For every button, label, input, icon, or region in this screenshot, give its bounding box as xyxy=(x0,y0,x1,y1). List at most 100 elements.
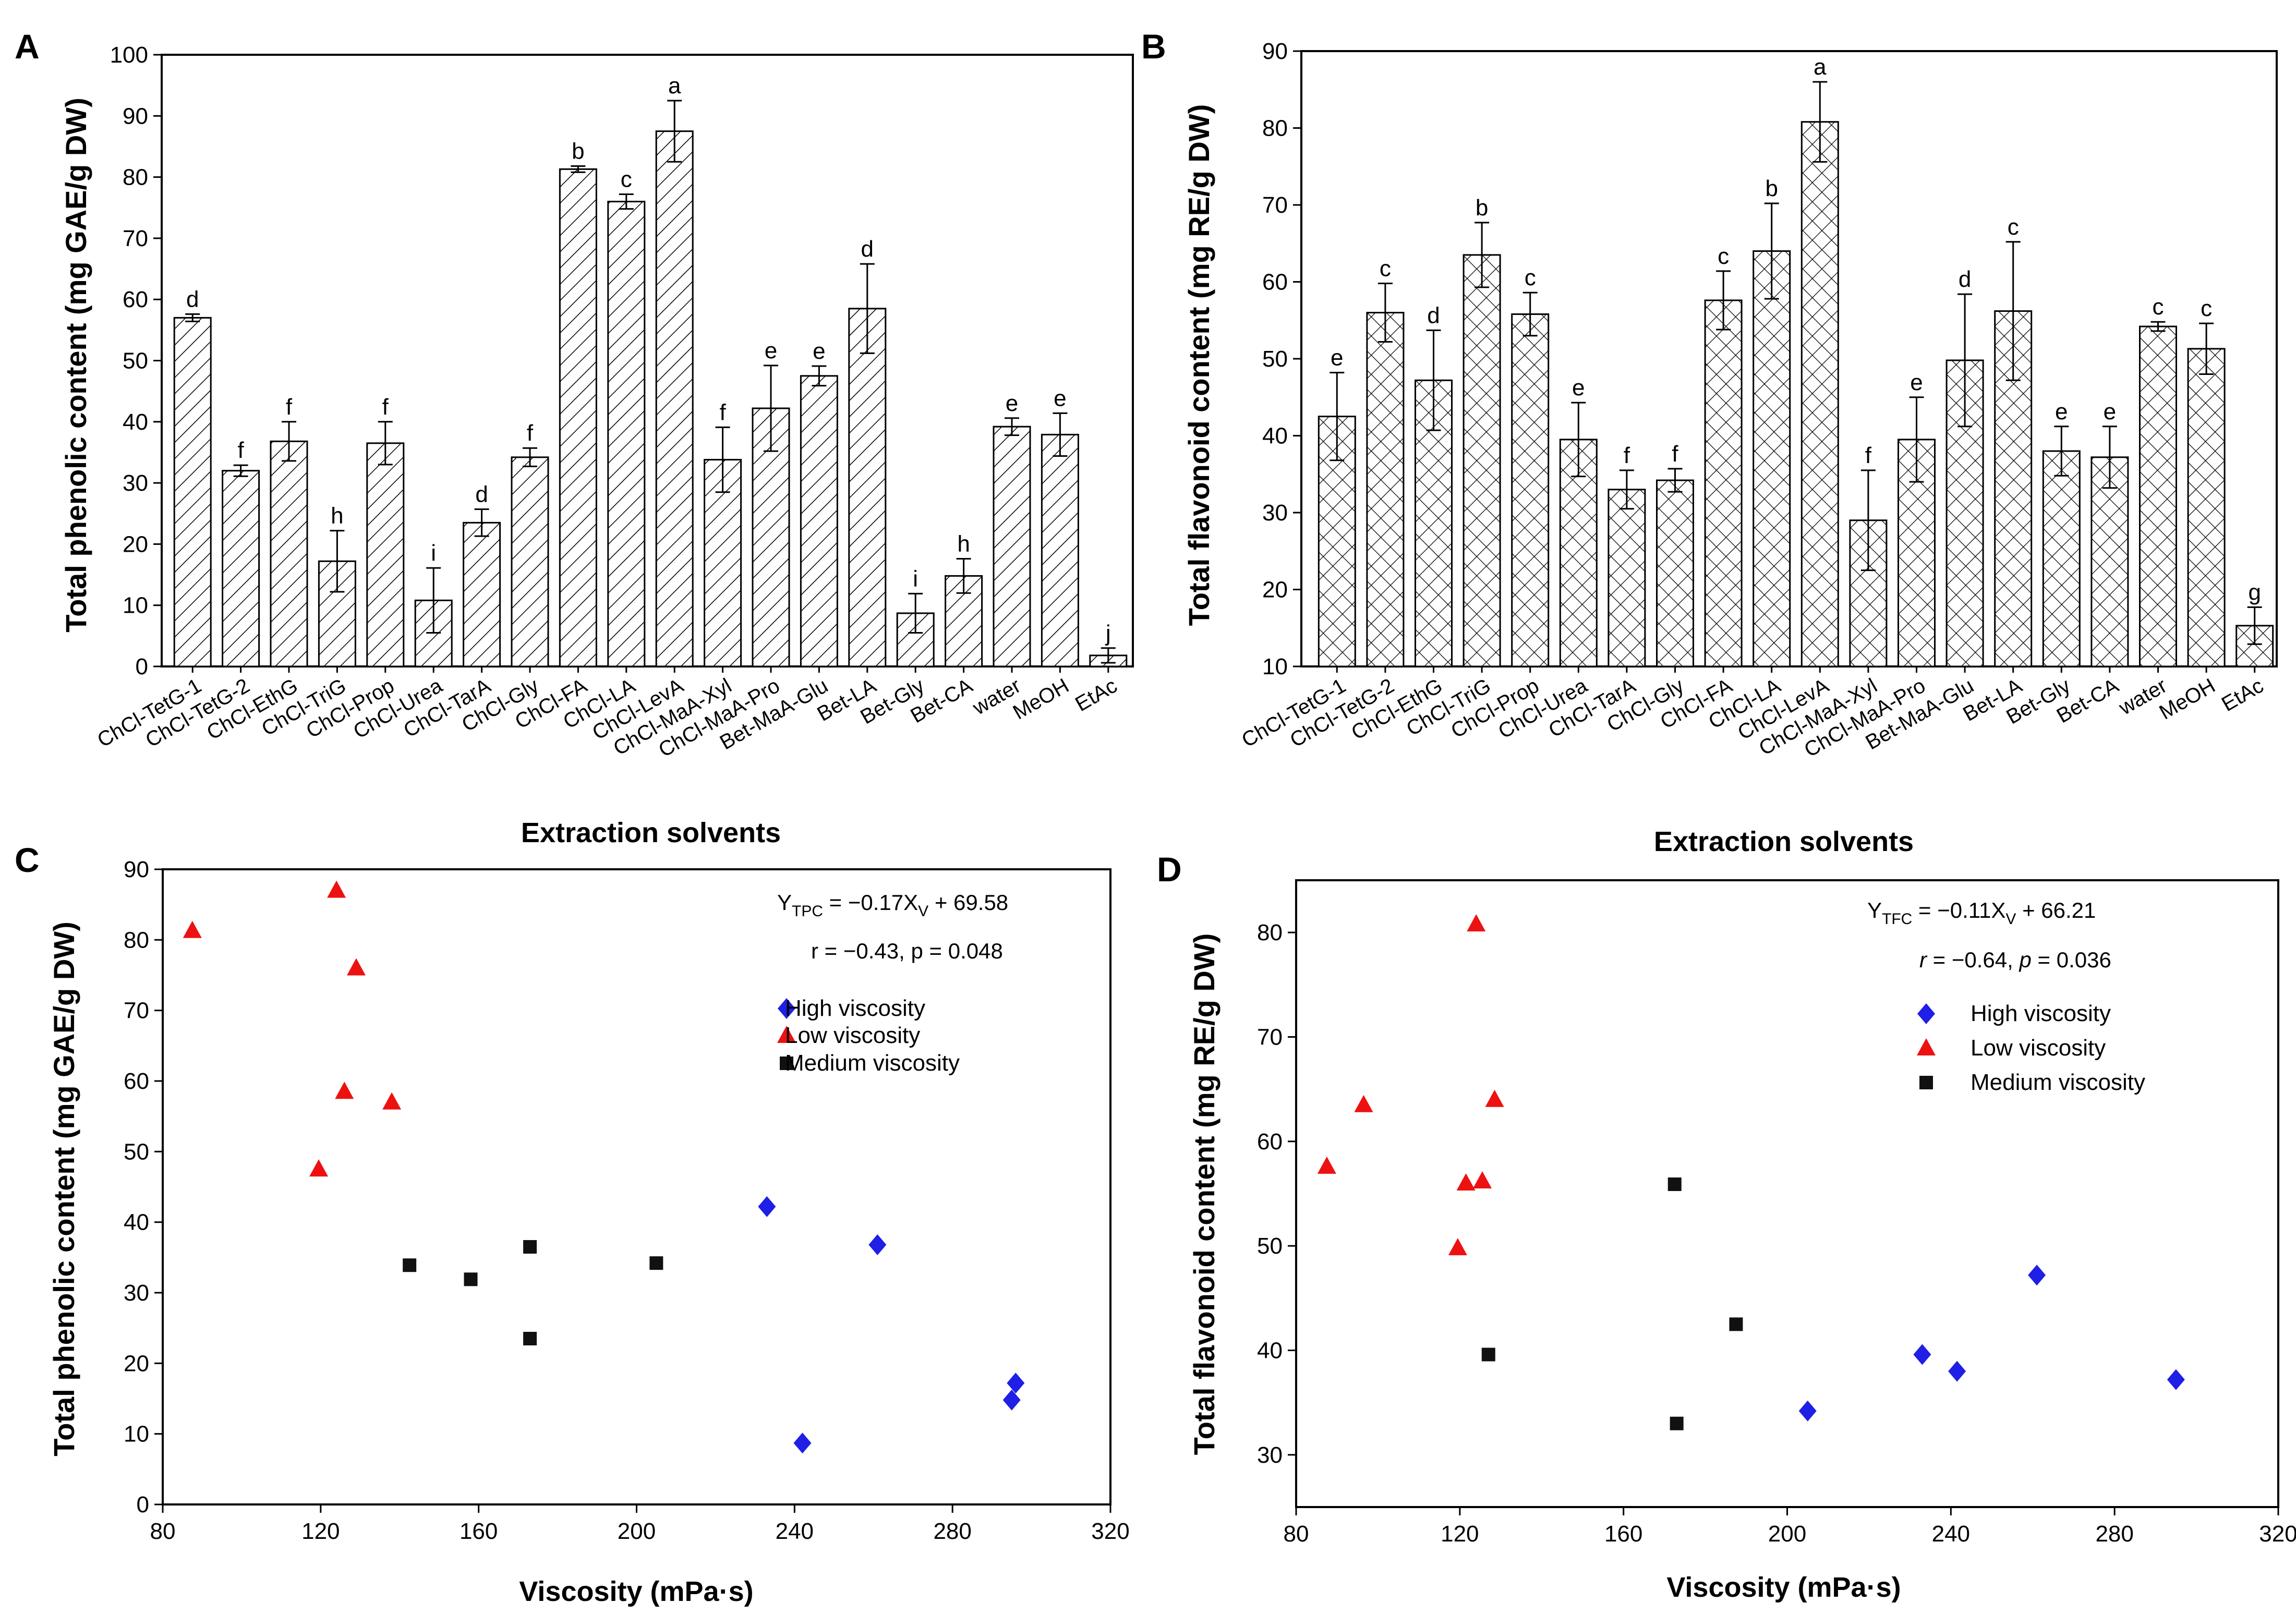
panel-a-bar xyxy=(511,456,549,667)
panel-c-legend-marker-square xyxy=(780,1057,793,1070)
panel-b-bar xyxy=(1800,121,1839,667)
panel-b-bar xyxy=(1511,313,1550,667)
panel-a-y-tick-label: 50 xyxy=(123,348,148,374)
panel-d-y-tick-label: 30 xyxy=(1257,1442,1283,1468)
panel-b-y-tick-label: 50 xyxy=(1262,346,1288,372)
panel-d-point-triangle xyxy=(1354,1095,1373,1112)
panel-c-y-tick-label: 40 xyxy=(124,1210,149,1235)
panel-a-significance-letter: c xyxy=(621,166,632,192)
panel-d-y-tick-label: 60 xyxy=(1257,1129,1283,1155)
panel-a-significance-letter: d xyxy=(861,236,874,262)
panel-a-significance-letter: f xyxy=(237,438,244,463)
panel-b-letter: B xyxy=(1141,27,1166,66)
panel-a-bar xyxy=(848,308,887,667)
panel-b-y-tick-label: 80 xyxy=(1262,116,1288,141)
panel-b-significance-letter: f xyxy=(1865,443,1872,468)
panel-d-legend-label: Low viscosity xyxy=(1971,1035,2106,1061)
panel-d-point-triangle xyxy=(1485,1089,1504,1107)
panel-d-point-square xyxy=(1481,1347,1495,1362)
panel-b-significance-letter: e xyxy=(1910,370,1923,395)
panel-d-point-diamond xyxy=(1913,1344,1931,1365)
panel-c-point-diamond xyxy=(868,1234,887,1255)
panel-b-significance-letter: e xyxy=(1331,345,1343,371)
panel-c-letter: C xyxy=(15,841,40,879)
panel-b-bar xyxy=(2090,456,2129,667)
panel-c: C 0 10 20 30 40 50 60 70 80 90 80 120 160 200 240 280 32… xyxy=(15,841,1130,1607)
panel-a-bar xyxy=(800,375,838,667)
panel-b-significance-letter: e xyxy=(2055,399,2068,424)
panel-d-x-label: Viscosity (mPa·s) xyxy=(1666,1572,1901,1603)
panel-b-category-label: EtAc xyxy=(2218,674,2267,716)
panel-b-significance-letter: c xyxy=(2201,296,2212,321)
panel-d-point-triangle xyxy=(1448,1238,1467,1256)
panel-a-y-tick-label: 80 xyxy=(123,165,148,190)
panel-c-point-triangle xyxy=(309,1159,329,1177)
panel-a-bar xyxy=(655,130,694,667)
panel-d-point-square xyxy=(1667,1177,1682,1191)
panel-b-bar xyxy=(1704,299,1743,667)
panel-a-bar xyxy=(993,426,1031,667)
panel-a-bar xyxy=(173,317,212,667)
panel-b-significance-letter: f xyxy=(1624,443,1630,468)
panel-c-legend-label: Low viscosity xyxy=(785,1023,920,1048)
panel-d-point-diamond xyxy=(1948,1361,1966,1382)
panel-c-x-tick-label: 80 xyxy=(150,1519,176,1544)
panel-a-y-tick-label: 10 xyxy=(123,593,148,618)
panel-d: D 30 40 50 60 70 80 80 120 160 200 240 280 320 Total… xyxy=(1157,850,2296,1603)
panel-c-y-tick-label: 30 xyxy=(124,1280,149,1306)
panel-d-point-diamond xyxy=(2167,1369,2185,1390)
panel-c-point-triangle xyxy=(382,1092,402,1110)
panel-c-point-triangle xyxy=(346,958,366,976)
panel-d-point-triangle xyxy=(1472,1171,1492,1188)
panel-a-y-label: Total phenolic content (mg GAE/g DW) xyxy=(59,98,92,633)
panel-a-bar xyxy=(366,442,405,667)
panel-b-y-label: Total flavonoid content (mg RE/g DW) xyxy=(1182,104,1215,626)
panel-c-point-diamond xyxy=(1007,1373,1025,1394)
panel-d-x-tick-label: 280 xyxy=(2095,1521,2133,1547)
panel-b-bar xyxy=(2042,450,2081,667)
panel-a-significance-letter: e xyxy=(765,338,777,363)
panel-b-y-tick-label: 40 xyxy=(1262,423,1288,449)
panel-b-significance-letter: c xyxy=(2008,214,2019,240)
panel-d-x-tick-label: 240 xyxy=(1932,1521,1970,1547)
panel-b-bar xyxy=(1608,489,1646,667)
panel-a-significance-letter: j xyxy=(1105,621,1111,646)
panel-b-y-tick-label: 90 xyxy=(1262,39,1288,64)
panel-c-point-diamond xyxy=(793,1432,812,1454)
panel-b-bar xyxy=(1753,250,1791,667)
panel-d-point-square xyxy=(1670,1416,1684,1430)
panel-c-x-tick-label: 240 xyxy=(776,1519,814,1544)
panel-d-legend-marker-diamond xyxy=(1917,1003,1935,1024)
panel-b: B 102030405060708090ChCl-TetG-1ChCl-TetG… xyxy=(1141,27,2278,857)
panel-a-significance-letter: h xyxy=(957,531,970,557)
panel-b-bar xyxy=(1656,479,1694,667)
panel-a-y-tick-label: 60 xyxy=(123,287,148,312)
panel-a-significance-letter: e xyxy=(813,338,825,364)
panel-c-legend-label: High viscosity xyxy=(785,995,925,1021)
panel-d-x-tick-label: 80 xyxy=(1284,1521,1309,1547)
panel-b-bar xyxy=(1994,310,2033,667)
panel-b-y-tick-label: 20 xyxy=(1262,577,1288,603)
panel-c-point-triangle xyxy=(327,880,346,898)
panel-c-point-square xyxy=(403,1258,417,1272)
panel-d-y-tick-label: 80 xyxy=(1257,920,1283,945)
panel-a-significance-letter: h xyxy=(331,503,343,529)
panel-b-y-tick-label: 70 xyxy=(1262,192,1288,218)
panel-d-legend-marker-square xyxy=(1919,1076,1933,1089)
panel-d-y-label: Total flavonoid content (mg RE/g DW) xyxy=(1188,933,1220,1455)
panel-d-legend: High viscosity Low viscosity Medium viscos… xyxy=(1917,1001,2145,1095)
panel-c-point-triangle xyxy=(183,920,202,938)
panel-a-significance-letter: e xyxy=(1006,391,1018,416)
panel-d-point-triangle xyxy=(1317,1156,1336,1174)
panel-d-plot-frame xyxy=(1295,879,2279,1508)
panel-d-x-tick-label: 160 xyxy=(1604,1521,1642,1547)
panel-d-y-tick-label: 40 xyxy=(1257,1338,1283,1364)
panel-c-point-triangle xyxy=(335,1082,354,1099)
panel-a-significance-letter: a xyxy=(668,73,681,99)
panel-d-point-diamond xyxy=(2028,1265,2046,1286)
panel-a-y-tick-label: 0 xyxy=(136,654,148,679)
panel-b-bar xyxy=(1463,254,1501,667)
panel-b-significance-letter: b xyxy=(1765,176,1778,201)
panel-c-point-diamond xyxy=(1002,1389,1021,1411)
panel-a-significance-letter: d xyxy=(475,482,488,507)
